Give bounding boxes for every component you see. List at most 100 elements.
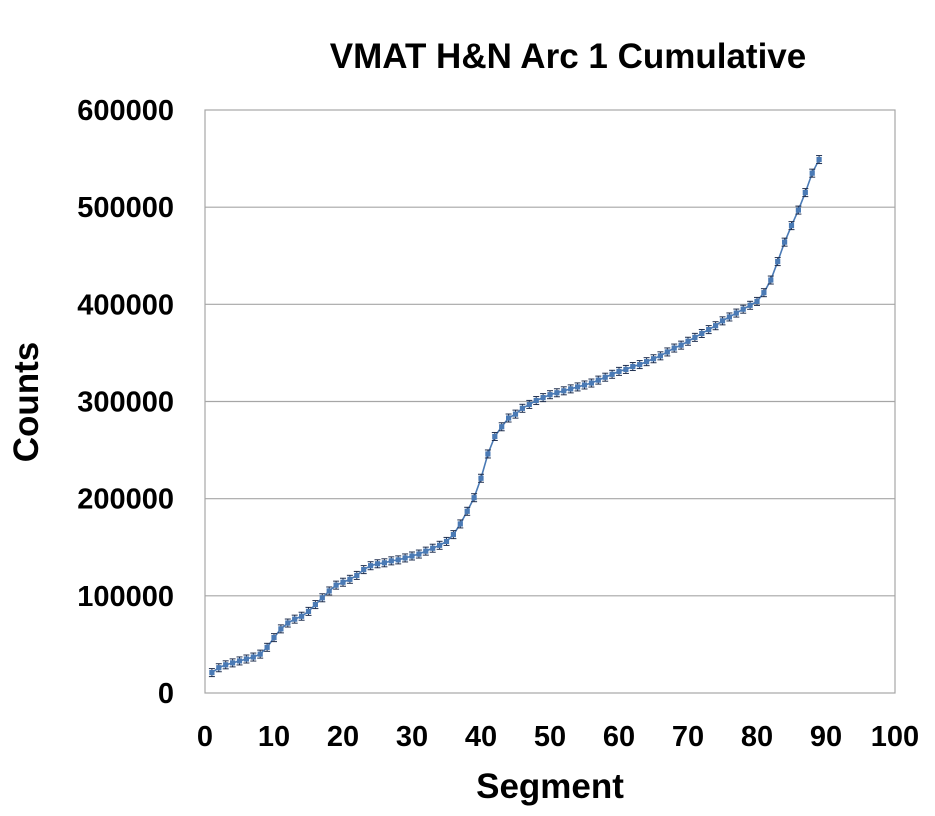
point-marker (775, 258, 781, 265)
data-point (595, 375, 602, 385)
data-point (622, 364, 629, 374)
point-marker (250, 654, 256, 660)
data-point (643, 357, 650, 367)
data-point (650, 354, 657, 364)
data-point (353, 570, 360, 580)
data-point (346, 574, 353, 584)
y-axis-title: Counts (7, 342, 46, 463)
point-marker (609, 371, 615, 377)
data-point (436, 540, 443, 550)
data-point (229, 658, 236, 668)
point-marker (512, 411, 519, 417)
data-point (284, 618, 291, 628)
point-marker (754, 298, 760, 305)
point-marker (292, 616, 298, 622)
point-marker (395, 557, 401, 563)
point-marker (216, 665, 222, 671)
data-point (478, 473, 484, 483)
point-marker (381, 560, 387, 566)
point-marker (299, 613, 305, 619)
data-point (388, 556, 395, 566)
point-marker (816, 156, 822, 163)
data-point (678, 340, 685, 350)
data-point (609, 369, 616, 379)
point-marker (430, 545, 436, 551)
point-marker (761, 290, 767, 296)
y-tick-label: 100000 (77, 581, 174, 613)
data-point (505, 413, 512, 423)
data-point (602, 372, 609, 382)
data-point (409, 551, 415, 561)
data-point (215, 663, 222, 673)
point-marker (312, 601, 318, 608)
data-point (767, 275, 774, 285)
y-tick-label: 400000 (77, 289, 174, 321)
data-point (733, 308, 740, 318)
data-point (305, 606, 312, 616)
data-point (457, 519, 464, 529)
point-marker (657, 353, 663, 359)
point-marker (547, 392, 553, 398)
y-tick-label: 300000 (77, 387, 174, 419)
point-marker (533, 397, 539, 404)
point-marker (795, 207, 801, 213)
point-marker (747, 302, 753, 308)
point-marker (271, 635, 277, 641)
data-point (553, 388, 560, 398)
data-point (816, 155, 823, 165)
data-point (236, 656, 243, 666)
point-marker (223, 662, 229, 668)
x-axis-ticks: 0 10 20 30 40 50 60 70 80 90 100 (197, 721, 919, 753)
data-point (574, 382, 581, 392)
data-point (781, 237, 788, 247)
data-point (526, 399, 533, 409)
x-axis-title: Segment (476, 767, 624, 806)
data-points (208, 155, 823, 678)
point-marker (782, 239, 788, 245)
point-marker (664, 349, 670, 355)
data-point (298, 611, 305, 621)
data-point (719, 316, 726, 326)
point-marker (443, 538, 450, 545)
data-point (471, 493, 478, 503)
point-marker (243, 656, 249, 662)
point-marker (719, 318, 726, 324)
data-point (374, 559, 381, 569)
data-point (491, 431, 498, 441)
data-point (747, 300, 754, 310)
x-tick-label: 0 (197, 721, 213, 753)
point-marker (230, 660, 236, 666)
x-tick-label: 10 (258, 721, 290, 753)
point-marker (685, 338, 691, 344)
data-point (540, 393, 547, 403)
y-axis-ticks: 0 100000 200000 300000 400000 500000 600000 (77, 95, 174, 710)
x-tick-label: 80 (741, 721, 773, 753)
point-marker (630, 363, 636, 370)
point-marker (354, 572, 360, 579)
data-point (664, 347, 671, 357)
data-point (547, 390, 553, 400)
data-point (381, 558, 388, 568)
data-point (795, 205, 802, 215)
point-marker (416, 551, 422, 557)
x-tick-label: 30 (396, 721, 428, 753)
data-point (533, 396, 540, 406)
data-point (705, 325, 712, 335)
data-point (636, 360, 643, 370)
point-marker (374, 561, 381, 567)
data-point (277, 624, 284, 634)
point-marker (692, 334, 698, 340)
data-point (691, 332, 698, 342)
data-point (726, 312, 733, 322)
point-marker (561, 388, 567, 394)
point-marker (340, 579, 346, 585)
point-marker (506, 415, 512, 421)
data-point (567, 384, 574, 394)
plot-area (204, 109, 896, 694)
data-point (754, 296, 760, 306)
data-point (271, 633, 277, 643)
point-marker (464, 508, 470, 514)
data-point (484, 449, 491, 459)
point-marker (333, 582, 339, 588)
point-marker (568, 386, 574, 392)
